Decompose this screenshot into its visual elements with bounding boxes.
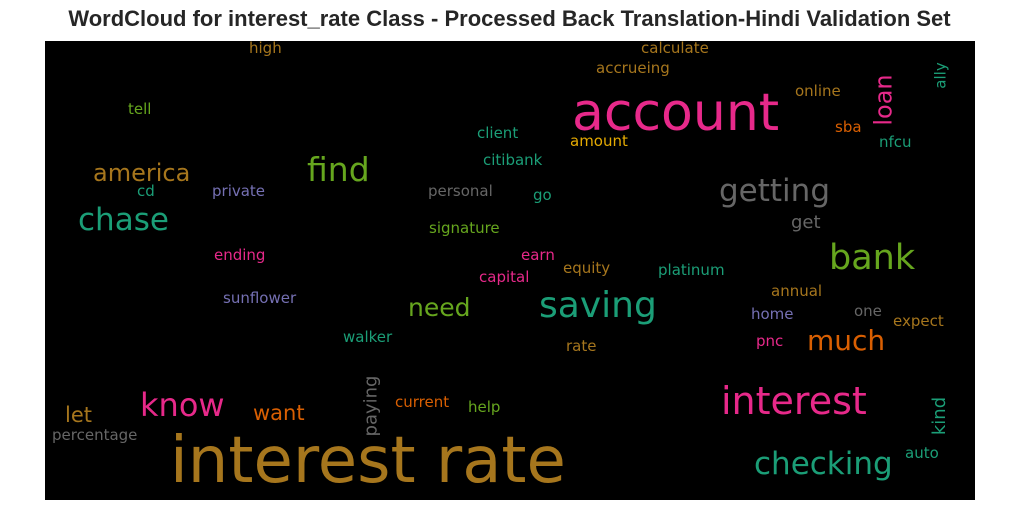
page-title: WordCloud for interest_rate Class - Proc… (68, 6, 951, 31)
cloud-word-current: current (395, 393, 450, 411)
cloud-word-go: go (533, 186, 552, 204)
cloud-word-chase: chase (78, 202, 169, 238)
cloud-word-platinum: platinum (658, 261, 725, 279)
cloud-word-rate: rate (566, 337, 597, 355)
cloud-word-bank: bank (829, 238, 916, 278)
cloud-word-know: know (140, 386, 225, 424)
cloud-word-help: help (468, 398, 501, 416)
cloud-word-signature: signature (429, 219, 500, 237)
cloud-word-cd: cd (137, 182, 155, 200)
cloud-word-america: america (93, 159, 191, 187)
cloud-word-loan: loan (869, 73, 898, 126)
cloud-word-account: account (572, 83, 780, 143)
cloud-word-paying: paying (359, 375, 381, 436)
cloud-word-capital: capital (479, 268, 530, 286)
cloud-word-sba: sba (835, 118, 862, 136)
cloud-word-find: find (307, 150, 370, 189)
cloud-word-tell: tell (128, 100, 152, 118)
cloud-word-amount: amount (570, 132, 628, 150)
cloud-word-want: want (253, 401, 305, 425)
cloud-word-walker: walker (343, 328, 393, 346)
cloud-word-checking: checking (754, 446, 893, 482)
cloud-word-much: much (807, 324, 886, 357)
cloud-word-equity: equity (563, 259, 611, 277)
cloud-word-online: online (795, 82, 841, 100)
cloud-word-accrueing: accrueing (596, 59, 670, 77)
cloud-word-interest-rate: interest rate (170, 424, 566, 498)
cloud-word-sunflower: sunflower (223, 289, 297, 307)
cloud-word-get: get (791, 212, 821, 233)
cloud-word-interest: interest (721, 379, 867, 423)
cloud-word-personal: personal (428, 182, 493, 200)
cloud-word-one: one (854, 302, 882, 320)
cloud-word-pnc: pnc (756, 332, 784, 350)
cloud-word-need: need (408, 293, 471, 322)
cloud-word-client: client (477, 124, 519, 142)
cloud-word-nfcu: nfcu (879, 133, 912, 151)
word-cloud: interest rate account interest checking savi… (45, 41, 975, 500)
cloud-word-expect: expect (893, 312, 944, 330)
cloud-word-ending: ending (214, 246, 266, 264)
cloud-word-saving: saving (539, 285, 657, 326)
cloud-word-home: home (751, 305, 794, 323)
cloud-word-citibank: citibank (483, 151, 543, 169)
cloud-word-calculate: calculate (641, 41, 709, 57)
cloud-word-let: let (65, 403, 92, 427)
cloud-word-auto: auto (905, 444, 939, 462)
cloud-word-earn: earn (521, 246, 555, 264)
cloud-word-kind: kind (929, 396, 951, 436)
cloud-word-high: high (249, 41, 282, 57)
cloud-word-getting: getting (719, 173, 830, 209)
cloud-word-percentage: percentage (52, 426, 138, 444)
cloud-word-ally: ally (931, 61, 950, 89)
cloud-word-private: private (212, 182, 266, 200)
cloud-word-annual: annual (771, 282, 823, 300)
